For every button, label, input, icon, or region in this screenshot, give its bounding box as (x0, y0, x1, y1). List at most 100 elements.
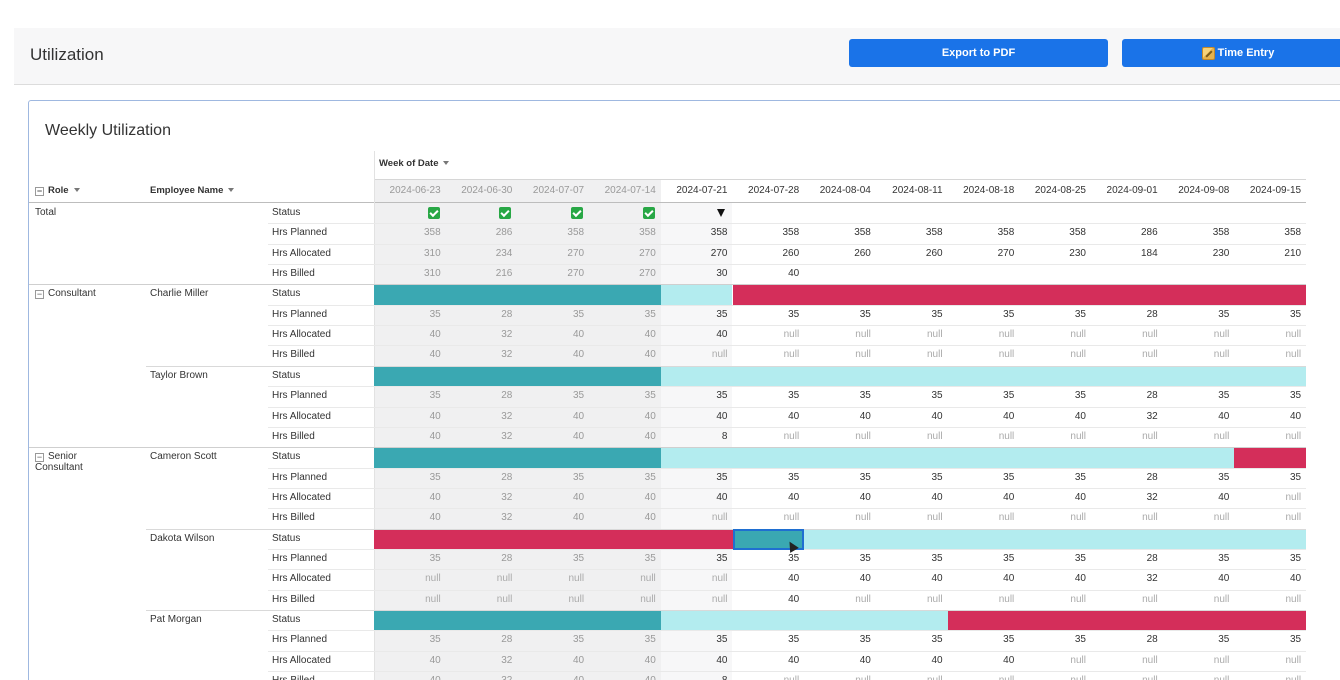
metric-value-cell: 35 (859, 552, 871, 564)
status-bar-segment[interactable] (947, 611, 1307, 631)
metric-value-cell: 40 (644, 654, 656, 666)
role-label: Senior Consultant (35, 451, 83, 474)
week-of-date-header[interactable]: Week of Date (379, 154, 450, 174)
export-pdf-button[interactable]: Export to PDF (849, 39, 1108, 67)
metric-label: Hrs Billed (272, 430, 315, 442)
check-icon (427, 207, 440, 219)
metric-value-cell: 358 (710, 227, 728, 239)
employee-name-header[interactable]: Employee Name (150, 181, 235, 201)
week-column-header[interactable]: 2024-06-23 (389, 185, 441, 196)
metric-label: Hrs Allocated (272, 329, 331, 341)
metric-label: Hrs Planned (272, 390, 328, 402)
metric-value-cell: 310 (424, 247, 441, 259)
week-column-header[interactable]: 2024-07-14 (604, 185, 656, 196)
metric-value-cell: 35 (931, 390, 943, 402)
metric-value-cell: 40 (644, 410, 656, 422)
metric-value-cell: 40 (788, 491, 800, 503)
metric-value-cell: 35 (644, 552, 656, 564)
status-bar-segment[interactable] (374, 611, 661, 631)
status-bar-segment[interactable] (660, 285, 733, 305)
role-cell[interactable]: − Senior Consultant (35, 447, 83, 473)
collapse-icon[interactable]: − (35, 186, 44, 196)
metric-value-cell: 40 (1003, 654, 1015, 666)
status-bar-segment[interactable] (732, 529, 805, 549)
status-bar-segment[interactable] (660, 366, 1307, 387)
metric-value-cell: 286 (495, 227, 513, 239)
metric-value-cell: 40 (859, 654, 871, 666)
metric-value-cell: 35 (859, 634, 871, 646)
metric-value-cell: 40 (429, 491, 441, 503)
week-column-header[interactable]: 2024-08-25 (1034, 185, 1086, 196)
week-column-header[interactable]: 2024-07-07 (532, 185, 585, 196)
metric-value-cell: 28 (1146, 471, 1158, 483)
metric-value-cell: null (998, 349, 1015, 361)
metric-value-cell: 32 (501, 349, 513, 361)
week-column-header[interactable]: 2024-08-04 (819, 185, 871, 196)
page-title: Utilization (30, 45, 104, 64)
status-bar-segment[interactable] (660, 611, 948, 631)
metric-value-cell: 35 (429, 552, 441, 564)
metric-value-cell: 35 (572, 471, 585, 483)
metric-value-cell: 40 (429, 430, 441, 442)
metric-value-cell: 40 (644, 512, 656, 524)
week-column-header[interactable]: 2024-09-08 (1178, 185, 1230, 196)
time-entry-button[interactable]: Time Entry (1122, 39, 1340, 67)
metric-value-cell: null (640, 593, 656, 605)
metric-value-cell: null (1285, 349, 1302, 361)
week-column-header[interactable]: 2024-09-01 (1106, 185, 1158, 196)
role-cell[interactable]: − Consultant (35, 284, 96, 300)
metric-value-cell: 40 (859, 573, 871, 585)
metric-value-cell: null (1285, 593, 1302, 605)
metric-value-cell: 40 (429, 349, 441, 361)
metric-value-cell: 8 (661, 671, 733, 680)
week-column-header[interactable]: 2024-08-11 (892, 185, 943, 196)
status-bar-segment[interactable] (1234, 448, 1307, 468)
metric-value-cell: null (496, 573, 513, 585)
status-bar-segment[interactable] (374, 448, 661, 468)
metric-label: Hrs Allocated (272, 573, 331, 585)
metric-value-cell: 40 (572, 512, 585, 524)
status-bar-segment[interactable] (660, 448, 1235, 468)
selected-cell-highlight[interactable] (732, 528, 805, 550)
week-column-header[interactable]: 2024-07-28 (748, 185, 800, 196)
metric-value-cell: 35 (1289, 634, 1302, 646)
page-header: Utilization Export to PDF Time Entry (14, 28, 1340, 85)
metric-value-cell: 40 (931, 410, 943, 422)
status-bar-segment[interactable] (804, 529, 1307, 549)
metric-value-cell: null (855, 593, 871, 605)
collapse-icon[interactable]: − (35, 289, 44, 300)
status-bar-segment[interactable] (374, 366, 661, 387)
chevron-down-icon[interactable] (443, 161, 450, 165)
chevron-down-icon[interactable] (73, 188, 80, 192)
metric-value-cell: 40 (788, 593, 800, 605)
status-bar-segment[interactable] (374, 285, 661, 305)
check-icon (571, 207, 584, 219)
metric-value-cell: 270 (567, 247, 585, 259)
week-column-header[interactable]: 2024-07-21 (676, 185, 728, 196)
collapse-icon[interactable]: − (35, 452, 44, 463)
metric-value-cell: 35 (1003, 390, 1015, 402)
status-bar-segment[interactable] (374, 529, 733, 549)
metric-value-cell: 35 (859, 471, 871, 483)
metric-value-cell: null (733, 671, 805, 680)
metric-value-cell: 40 (1003, 410, 1015, 422)
metric-value-cell: null (855, 349, 871, 361)
metric-value-cell: 40 (572, 329, 585, 341)
metric-value-cell: 40 (1074, 491, 1086, 503)
week-column-header[interactable]: 2024-08-18 (963, 185, 1015, 196)
metric-label: Hrs Planned (272, 227, 328, 239)
metric-label: Hrs Billed (272, 671, 315, 680)
metric-value-cell: 28 (1146, 634, 1158, 646)
chevron-down-icon[interactable] (228, 188, 235, 192)
status-label: Status (272, 614, 301, 625)
metric-value-cell: 35 (788, 308, 800, 320)
triangle-down-icon (716, 209, 725, 217)
row-line (268, 650, 1307, 652)
week-column-header[interactable]: 2024-06-30 (461, 185, 513, 196)
week-column-header[interactable]: 2024-09-15 (1249, 185, 1302, 196)
metric-value-cell: null (876, 671, 948, 680)
status-bar-segment[interactable] (732, 285, 1307, 305)
metric-value-cell: 35 (716, 390, 728, 402)
role-header[interactable]: − Role (35, 181, 80, 201)
metric-value-cell: 35 (644, 634, 656, 646)
